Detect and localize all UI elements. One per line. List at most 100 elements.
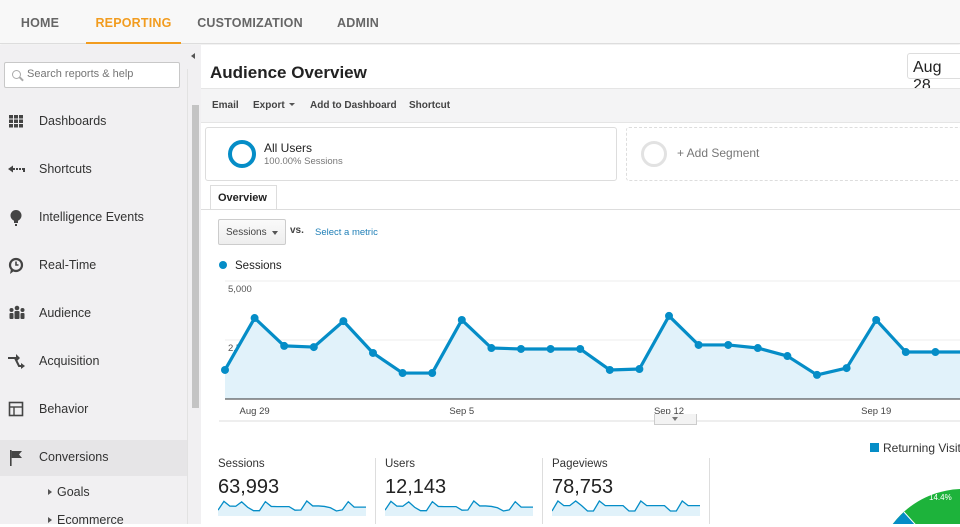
data-point	[931, 348, 940, 357]
data-point	[517, 344, 525, 353]
data-point	[576, 344, 585, 353]
search-icon	[12, 70, 21, 79]
tab-admin[interactable]: ADMIN	[337, 16, 379, 30]
sidebar-subitem-goals[interactable]: Goals	[48, 485, 90, 499]
shortcut-arrow-icon	[8, 161, 26, 179]
kpi-sparkline	[218, 500, 366, 516]
sidebar-item-label: Conversions	[39, 450, 109, 464]
data-point	[901, 348, 910, 357]
kpi-label: Pageviews	[552, 458, 608, 470]
sparkline-line	[552, 500, 700, 512]
shortcut-button[interactable]: Shortcut	[409, 100, 451, 111]
email-button[interactable]: Email	[212, 100, 239, 111]
data-point	[221, 365, 229, 374]
grid-icon	[8, 113, 26, 131]
sidebar: Dashboards Shortcuts Intelligence Events…	[0, 45, 187, 527]
data-point	[309, 343, 318, 352]
x-tick-label: Sep 19	[861, 406, 891, 417]
sidebar-item-label: Shortcuts	[39, 162, 92, 176]
sidebar-item-label: Acquisition	[39, 354, 100, 368]
tab-customization[interactable]: CUSTOMIZATION	[197, 16, 303, 30]
empty-segment-ring-icon	[641, 141, 667, 167]
search-box[interactable]	[4, 62, 180, 88]
scrollbar-thumb[interactable]	[192, 105, 199, 408]
sidebar-item-label: Behavior	[39, 402, 89, 416]
top-nav: HOME REPORTING CUSTOMIZATION ADMIN	[0, 0, 960, 44]
legend-swatch-icon	[870, 443, 879, 452]
arrows-icon	[8, 353, 26, 371]
page-title: Audience Overview	[210, 63, 367, 82]
sidebar-item-behavior[interactable]: Behavior	[0, 392, 187, 428]
export-label: Export	[253, 100, 285, 111]
y-tick-label: 5,000	[228, 284, 252, 295]
chevron-down-icon	[272, 231, 278, 235]
sparkline-line	[385, 500, 533, 512]
kpi-value: 12,143	[385, 476, 447, 498]
export-button[interactable]: Export	[253, 100, 295, 111]
visitor-pie-chart[interactable]: 14.4%	[851, 465, 960, 524]
add-segment-label: + Add Segment	[677, 146, 760, 160]
select-metric-link[interactable]: Select a metric	[315, 227, 378, 238]
pie-label: 14.4%	[929, 493, 952, 502]
segment-ring-icon	[228, 140, 256, 168]
chart-expand-handle[interactable]	[654, 414, 697, 425]
data-point	[398, 369, 407, 378]
add-to-dashboard-button[interactable]: Add to Dashboard	[310, 100, 397, 111]
data-point	[665, 311, 673, 320]
pie-slice-new	[892, 489, 960, 524]
lightbulb-icon	[8, 209, 26, 227]
sidebar-item-conversions[interactable]: Conversions	[0, 440, 187, 476]
data-point	[487, 344, 496, 353]
sparkline-line	[218, 500, 366, 512]
kpi-divider	[542, 458, 543, 524]
segment-name: All Users	[264, 141, 313, 155]
data-point	[694, 340, 703, 349]
sidebar-item-label: Dashboards	[39, 114, 107, 128]
layout-icon	[8, 401, 26, 419]
collapse-sidebar-button[interactable]	[187, 45, 201, 69]
pie-legend-label: Returning Visitor	[883, 441, 960, 455]
segment-all-users[interactable]: All Users 100.00% Sessions	[205, 127, 617, 181]
kpi-divider	[709, 458, 710, 524]
chart-legend: Sessions	[219, 260, 282, 272]
x-tick-label: Sep 5	[449, 406, 474, 417]
data-point	[369, 348, 377, 357]
x-tick-label: Sep 12	[654, 406, 684, 417]
sidebar-item-label: Intelligence Events	[39, 210, 144, 224]
people-icon	[8, 305, 26, 323]
sidebar-item-audience[interactable]: Audience	[0, 296, 187, 332]
sidebar-item-real-time[interactable]: Real-Time	[0, 248, 187, 284]
vs-label: vs.	[290, 225, 304, 236]
search-input[interactable]	[27, 68, 177, 80]
data-point	[842, 364, 851, 373]
data-point	[280, 341, 289, 350]
sidebar-item-acquisition[interactable]: Acquisition	[0, 344, 187, 380]
sidebar-item-dashboards[interactable]: Dashboards	[0, 104, 187, 140]
tab-home[interactable]: HOME	[20, 16, 60, 30]
data-point	[813, 370, 821, 379]
kpi-pageviews[interactable]: Pageviews 78,753	[552, 458, 717, 524]
segment-sessions-percent: 100.00% Sessions	[264, 156, 343, 167]
date-range-picker[interactable]: Aug 28	[907, 53, 960, 94]
data-point	[546, 344, 555, 353]
tab-divider	[201, 209, 960, 210]
sidebar-item-shortcuts[interactable]: Shortcuts	[0, 152, 187, 188]
clock-icon	[8, 257, 26, 275]
metric-select[interactable]: Sessions	[218, 219, 286, 245]
sidebar-item-intelligence-events[interactable]: Intelligence Events	[0, 200, 187, 236]
pie-divider	[903, 511, 916, 524]
kpi-users[interactable]: Users 12,143	[385, 458, 550, 524]
sessions-line	[223, 314, 960, 377]
sidebar-item-label: Audience	[39, 306, 92, 320]
kpi-label: Sessions	[218, 458, 265, 470]
legend-dot-icon	[219, 261, 227, 269]
tab-reporting[interactable]: REPORTING	[86, 0, 181, 44]
tab-overview[interactable]: Overview	[210, 185, 277, 210]
add-segment-button[interactable]: + Add Segment	[626, 127, 960, 181]
kpi-sessions[interactable]: Sessions 63,993	[218, 458, 383, 524]
kpi-label: Users	[385, 458, 416, 470]
pie-legend: Returning Visitor	[870, 441, 960, 455]
sidebar-scrollbar[interactable]	[187, 45, 201, 524]
sidebar-subitem-ecommerce[interactable]: Ecommerce	[48, 513, 124, 527]
